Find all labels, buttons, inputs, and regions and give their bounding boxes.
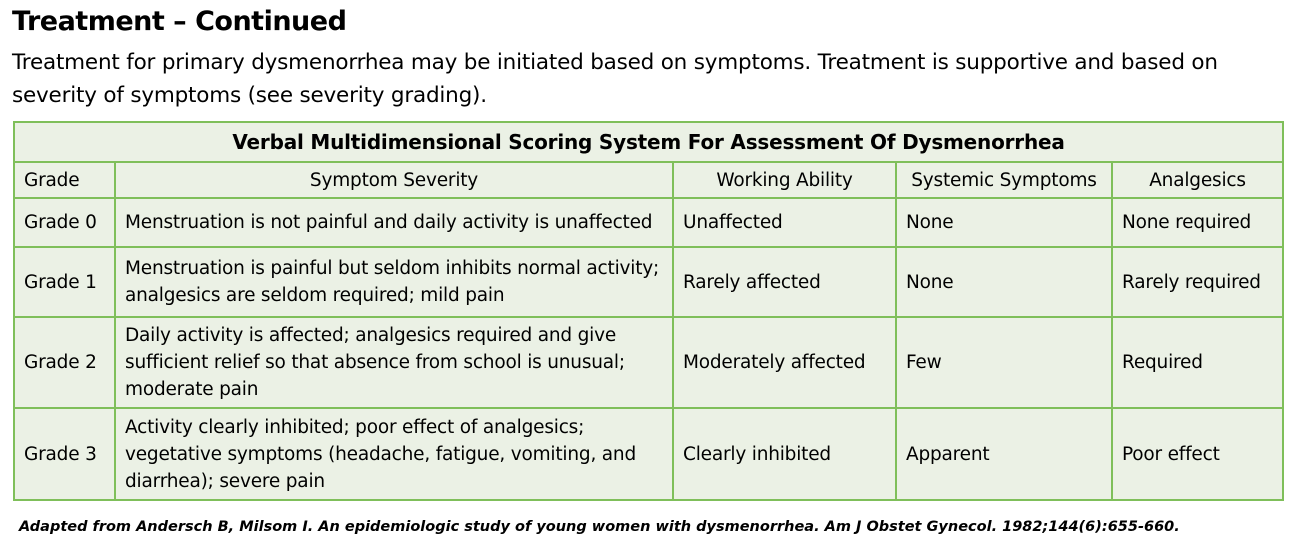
- working-ability-cell: Rarely affected: [672, 246, 897, 318]
- column-header-symptom-severity: Symptom Severity: [114, 161, 674, 199]
- systemic-symptoms-cell: None: [895, 246, 1113, 318]
- column-header-grade: Grade: [13, 161, 116, 199]
- table-row: Grade 0 Menstruation is not painful and …: [13, 197, 1285, 248]
- working-ability-cell: Clearly inhibited: [672, 407, 897, 501]
- working-ability-cell: Unaffected: [672, 197, 897, 248]
- table-row: Grade 1 Menstruation is painful but seld…: [13, 246, 1285, 318]
- intro-paragraph: Treatment for primary dysmenorrhea may b…: [12, 50, 1218, 108]
- grade-cell: Grade 3: [13, 407, 116, 501]
- grade-cell: Grade 1: [13, 246, 116, 318]
- severity-table: Verbal Multidimensional Scoring System F…: [12, 121, 1285, 501]
- symptom-severity-cell: Menstruation is not painful and daily ac…: [114, 197, 674, 248]
- working-ability-cell: Moderately affected: [672, 316, 897, 409]
- table-caption: Verbal Multidimensional Scoring System F…: [12, 121, 1285, 163]
- grade-cell: Grade 2: [13, 316, 116, 409]
- grade-cell: Grade 0: [13, 197, 116, 248]
- column-header-analgesics: Analgesics: [1110, 161, 1285, 199]
- table-row: Grade 3 Activity clearly inhibited; poor…: [13, 407, 1285, 501]
- systemic-symptoms-cell: Few: [895, 316, 1113, 409]
- column-header-systemic-symptoms: Systemic Symptoms: [895, 161, 1113, 199]
- citation: Adapted from Andersch B, Milsom I. An ep…: [19, 519, 1180, 535]
- severity-table-container: Verbal Multidimensional Scoring System F…: [12, 121, 1285, 501]
- column-header-working-ability: Working Ability: [672, 161, 897, 199]
- systemic-symptoms-cell: None: [895, 197, 1113, 248]
- analgesics-cell: None required: [1110, 197, 1285, 248]
- symptom-severity-cell: Activity clearly inhibited; poor effect …: [114, 407, 674, 501]
- symptom-severity-cell: Daily activity is affected; analgesics r…: [114, 316, 674, 409]
- analgesics-cell: Rarely required: [1110, 246, 1285, 318]
- systemic-symptoms-cell: Apparent: [895, 407, 1113, 501]
- page-title: Treatment – Continued: [12, 6, 347, 37]
- symptom-severity-cell: Menstruation is painful but seldom inhib…: [114, 246, 674, 318]
- analgesics-cell: Required: [1110, 316, 1285, 409]
- analgesics-cell: Poor effect: [1110, 407, 1285, 501]
- table-row: Grade 2 Daily activity is affected; anal…: [13, 316, 1285, 409]
